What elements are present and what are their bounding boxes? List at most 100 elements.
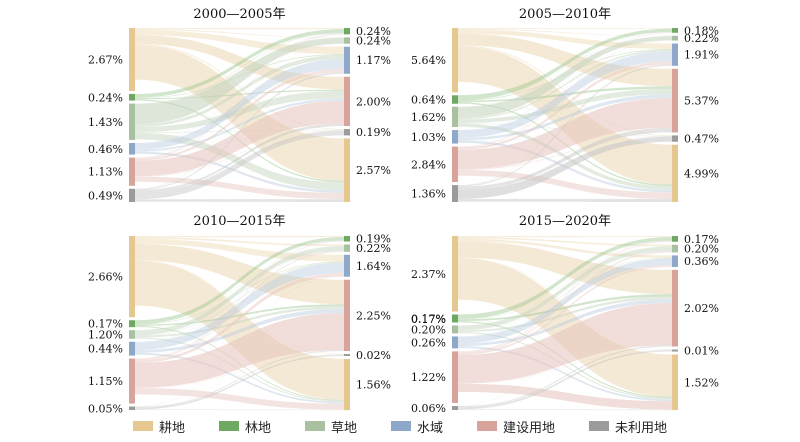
sankey-panel: 2015—2020年2.37%0.17%0.20%0.26%1.22%0.06%… bbox=[411, 214, 719, 415]
right-node-label: 0.02% bbox=[356, 349, 391, 362]
sankey-flow bbox=[135, 43, 344, 130]
right-node-bar bbox=[344, 28, 350, 35]
sankey-flow bbox=[458, 45, 672, 137]
sankey-flow bbox=[135, 132, 344, 191]
sankey-flow bbox=[135, 241, 344, 407]
sankey-flow bbox=[458, 169, 672, 199]
sankey-flow bbox=[458, 266, 672, 407]
sankey-flow bbox=[135, 37, 344, 125]
left-node-bar bbox=[452, 314, 458, 323]
sankey-flow bbox=[458, 61, 672, 150]
sankey-flow bbox=[458, 258, 672, 344]
sankey-flow bbox=[458, 246, 672, 320]
sankey-flow bbox=[458, 237, 672, 247]
sankey-flow bbox=[135, 276, 344, 407]
left-node-label: 2.67% bbox=[88, 53, 123, 66]
sankey-flow bbox=[458, 32, 672, 148]
left-node-label: 2.84% bbox=[411, 158, 446, 171]
sankey-flow bbox=[135, 262, 344, 350]
sankey-flow bbox=[458, 241, 672, 407]
sankey-flow bbox=[135, 349, 344, 408]
sankey-flow bbox=[458, 332, 672, 400]
sankey-diagram: 2000—2005年 2.67% 0.24% 1.43% 0.46% 1.13% 0.49%… bbox=[88, 7, 719, 415]
sankey-flow bbox=[135, 37, 344, 98]
left-node-bar bbox=[129, 28, 135, 91]
left-node-label: 1.20% bbox=[88, 328, 123, 341]
sankey-flow bbox=[458, 49, 672, 120]
sankey-flow bbox=[135, 240, 344, 331]
left-node-label: 5.64% bbox=[411, 54, 446, 67]
left-node-label: 1.36% bbox=[411, 188, 446, 201]
sankey-flow bbox=[135, 98, 344, 152]
sankey-flow bbox=[458, 240, 672, 337]
left-node-bar bbox=[452, 130, 458, 144]
left-node-label: 0.17% bbox=[411, 313, 446, 326]
sankey-flow bbox=[135, 28, 344, 30]
right-node-label: 0.18% bbox=[684, 24, 719, 37]
sankey-flow bbox=[458, 64, 672, 187]
sankey-flow bbox=[458, 31, 672, 108]
sankey-flow bbox=[458, 345, 672, 408]
sankey-flow bbox=[135, 59, 344, 150]
sankey-flow bbox=[458, 258, 672, 331]
left-node-bar bbox=[129, 406, 135, 410]
right-node-bar bbox=[672, 255, 678, 267]
sankey-flow bbox=[135, 123, 344, 193]
sankey-flow bbox=[135, 90, 344, 133]
left-node-bar bbox=[452, 185, 458, 202]
sankey-flow bbox=[458, 88, 672, 124]
right-node-label: 1.56% bbox=[356, 379, 391, 392]
legend-item-grassland: 草地 bbox=[304, 417, 357, 436]
right-node-bar bbox=[672, 68, 678, 133]
sankey-flow bbox=[458, 258, 672, 397]
sankey-flow bbox=[135, 54, 344, 128]
sankey-flow bbox=[458, 46, 672, 185]
right-node-bar bbox=[672, 135, 678, 142]
sankey-flow bbox=[135, 243, 344, 305]
left-node-label: 2.66% bbox=[88, 271, 123, 284]
right-node-label: 0.24% bbox=[356, 25, 391, 38]
legend-label: 未利用地 bbox=[615, 420, 668, 436]
sankey-flow bbox=[135, 240, 344, 360]
right-node-label: 2.25% bbox=[356, 309, 391, 322]
right-node-bar bbox=[344, 37, 350, 44]
left-node-bar bbox=[129, 330, 135, 339]
sankey-flow bbox=[135, 352, 344, 404]
sankey-flow bbox=[135, 246, 344, 336]
sankey-flow bbox=[458, 238, 672, 258]
left-node-bar bbox=[129, 341, 135, 356]
legend-label: 建设用地 bbox=[503, 420, 556, 436]
left-node-label: 0.06% bbox=[411, 402, 446, 414]
sankey-panel: 2010—2015年 2.66% 0.17%1.20% 0.44% 1.15% 0.05%… bbox=[88, 214, 391, 415]
sankey-flow bbox=[135, 34, 344, 189]
sankey-flow bbox=[458, 40, 672, 186]
sankey-flow bbox=[135, 313, 344, 388]
sankey-flow bbox=[458, 36, 672, 101]
sankey-flow bbox=[458, 136, 672, 170]
sankey-flow bbox=[135, 251, 344, 407]
left-node-label: 2.37% bbox=[411, 268, 446, 281]
right-node-bar bbox=[344, 236, 350, 242]
sankey-flow bbox=[458, 240, 672, 326]
right-node-label: 0.36% bbox=[684, 255, 719, 268]
sankey-flow bbox=[135, 387, 344, 410]
sankey-flow bbox=[458, 98, 672, 170]
sankey-flow bbox=[458, 236, 672, 238]
sankey-flow bbox=[458, 240, 672, 353]
sankey-flow bbox=[135, 337, 344, 402]
legend-swatch bbox=[477, 421, 498, 431]
right-node-label: 0.47% bbox=[684, 133, 719, 146]
left-node-label: 1.43% bbox=[88, 116, 123, 129]
sankey-flow bbox=[135, 29, 344, 98]
left-node-label: 1.13% bbox=[88, 166, 123, 179]
sankey-flow bbox=[135, 409, 344, 411]
sankey-flow bbox=[135, 260, 344, 400]
sankey-flow bbox=[458, 349, 672, 384]
legend-swatch bbox=[391, 421, 411, 431]
sankey-flow bbox=[458, 241, 672, 295]
sankey-flow bbox=[135, 43, 344, 190]
right-node-bar bbox=[344, 359, 350, 411]
left-node-label: 1.15% bbox=[88, 375, 123, 388]
right-node-bar bbox=[672, 35, 678, 41]
sankey-flow bbox=[135, 240, 344, 342]
